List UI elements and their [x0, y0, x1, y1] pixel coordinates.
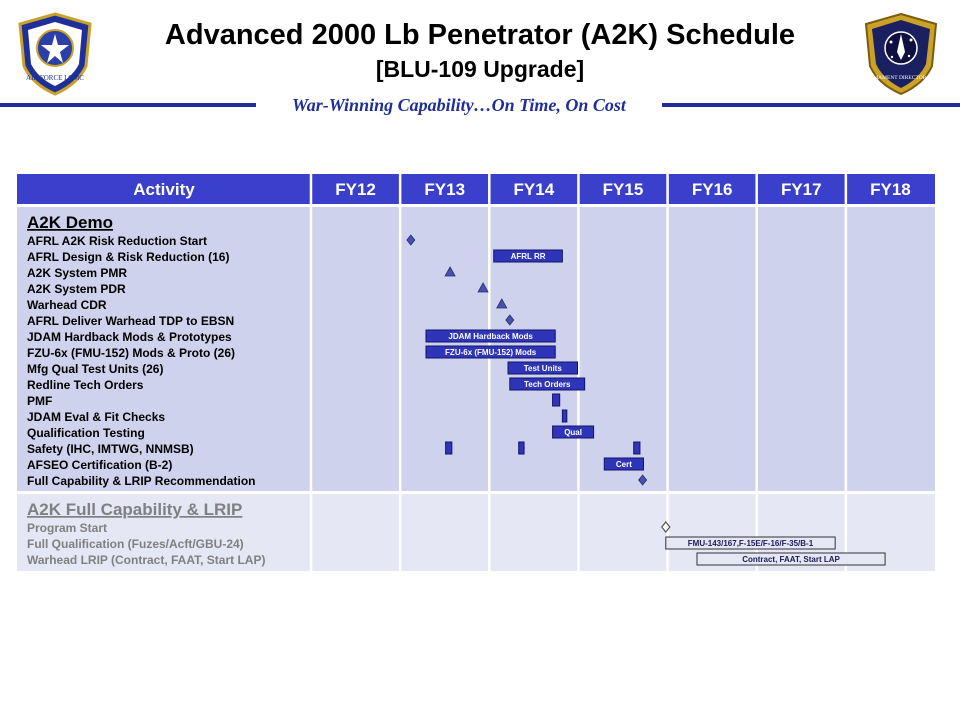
motto: War-Winning Capability…On Time, On Cost — [292, 95, 626, 115]
activity-label: PMF — [27, 394, 52, 408]
milestone-triangle — [444, 266, 456, 277]
milestone-diamond — [638, 474, 648, 486]
bar-label: FMU-143/167,F-15E/F-16/F-35/B-1 — [688, 539, 814, 548]
activity-label: FZU-6x (FMU-152) Mods & Proto (26) — [27, 346, 235, 360]
header-fy14: FY14 — [514, 180, 555, 199]
armament-directorate-logo-icon: ARMAMENT DIRECTORATE — [864, 12, 938, 96]
schedule-bar — [665, 536, 836, 550]
milestone-diamond — [505, 314, 515, 326]
bar-label: AFRL RR — [511, 252, 546, 261]
schedule-bar — [633, 441, 641, 455]
schedule-marks: AFRL RR JDAM Hardback Mods FZU-6x (FMU-152… — [406, 234, 886, 566]
bar-label: Contract, FAAT, Start LAP — [742, 555, 840, 564]
schedule-bar — [696, 552, 886, 566]
activity-label: Qualification Testing — [27, 426, 145, 440]
header-fy13: FY13 — [424, 180, 465, 199]
header-fy16: FY16 — [692, 180, 733, 199]
schedule-bar — [552, 393, 561, 407]
bar-label: FZU-6x (FMU-152) Mods — [445, 348, 537, 357]
header-band — [17, 174, 935, 204]
schedule-bar — [509, 377, 586, 391]
page-title: Advanced 2000 Lb Penetrator (A2K) Schedu… — [164, 19, 796, 51]
schedule-bar — [552, 425, 595, 439]
bar-label: Tech Orders — [524, 380, 571, 389]
header-fy17: FY17 — [781, 180, 822, 199]
page-subtitle: [BLU-109 Upgrade] — [375, 56, 585, 82]
milestone-triangle — [496, 298, 508, 309]
activity-label: JDAM Eval & Fit Checks — [27, 410, 165, 424]
header-fy18: FY18 — [870, 180, 911, 199]
bar-label: Cert — [616, 460, 632, 469]
section-title-1: A2K Full Capability & LRIP — [27, 500, 242, 519]
activity-label: Redline Tech Orders — [27, 378, 144, 392]
bar-label: Test Units — [524, 364, 563, 373]
table-header: Activity FY12 FY13 FY14 FY15 FY16 FY17 FY18 — [133, 180, 910, 199]
table-grid — [309, 174, 848, 571]
logo-left-text: AIR FORCE LCMC — [26, 74, 84, 82]
schedule-bar — [445, 441, 453, 455]
schedule-bar — [425, 329, 556, 343]
header-fy12: FY12 — [335, 180, 376, 199]
row-labels: A2K Demo AFRL A2K Risk Reduction Start AFR… — [27, 213, 265, 567]
activity-label: A2K System PMR — [27, 266, 127, 280]
schedule-bar — [507, 361, 579, 375]
milestone-triangle — [477, 282, 489, 293]
activity-label: Full Qualification (Fuzes/Acft/GBU-24) — [27, 537, 244, 551]
header-fy15: FY15 — [603, 180, 644, 199]
activity-label: AFRL Deliver Warhead TDP to EBSN — [27, 314, 234, 328]
header-rule-right — [662, 103, 960, 107]
activity-label: AFRL Design & Risk Reduction (16) — [27, 250, 229, 264]
activity-label: Safety (IHC, IMTWG, NNMSB) — [27, 442, 194, 456]
schedule-bar — [603, 457, 645, 471]
header-rule-left — [0, 103, 256, 107]
section-title-0: A2K Demo — [27, 213, 113, 232]
header-activity: Activity — [133, 180, 195, 199]
activity-label: Warhead LRIP (Contract, FAAT, Start LAP) — [27, 553, 265, 567]
activity-label: Program Start — [27, 521, 107, 535]
activity-label: AFSEO Certification (B-2) — [27, 458, 172, 472]
activity-label: JDAM Hardback Mods & Prototypes — [27, 330, 232, 344]
logo-right-text: ARMAMENT DIRECTORATE — [866, 75, 937, 81]
bar-label: Qual — [564, 428, 582, 437]
activity-label: A2K System PDR — [27, 282, 126, 296]
table-background — [17, 174, 935, 571]
milestone-diamond-open — [661, 521, 671, 533]
milestone-diamond — [406, 234, 416, 246]
activity-label: Warhead CDR — [27, 298, 107, 312]
schedule-bar — [493, 249, 563, 263]
schedule-bar — [425, 345, 556, 359]
activity-label: Mfg Qual Test Units (26) — [27, 362, 163, 376]
schedule-bar — [561, 409, 568, 423]
schedule-bar — [518, 441, 525, 455]
activity-label: AFRL A2K Risk Reduction Start — [27, 234, 207, 248]
bar-label: JDAM Hardback Mods — [448, 332, 533, 341]
activity-label: Full Capability & LRIP Recommendation — [27, 474, 255, 488]
air-force-lcmc-logo-icon: AIR FORCE LCMC — [18, 12, 92, 96]
